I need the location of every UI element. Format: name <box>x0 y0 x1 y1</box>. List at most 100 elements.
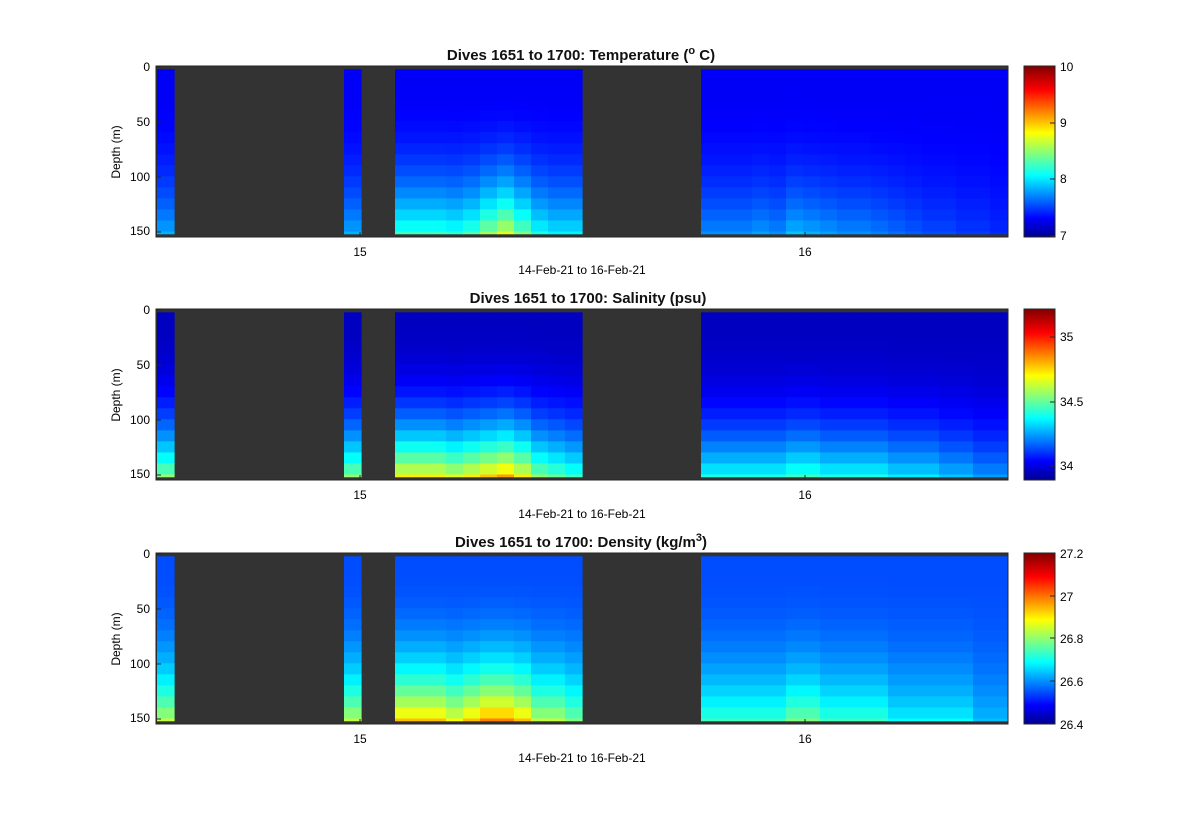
heatmap-cell <box>973 176 991 188</box>
heatmap-cell <box>837 619 855 631</box>
heatmap-cell <box>514 342 532 354</box>
heatmap-cell <box>769 154 787 166</box>
heatmap-cell <box>157 685 175 698</box>
heatmap-cell <box>854 419 872 431</box>
heatmap-cell <box>412 121 430 133</box>
heatmap-cell <box>888 176 906 188</box>
heatmap-cell <box>480 674 498 686</box>
heatmap-cell <box>888 463 906 476</box>
heatmap-cell <box>718 99 736 111</box>
chart-title: Dives 1651 to 1700: Temperature (o C) <box>447 45 715 64</box>
heatmap-cell <box>973 474 991 478</box>
heatmap-cell <box>497 386 515 398</box>
heatmap-cell <box>888 586 906 598</box>
heatmap-cell <box>871 430 889 442</box>
heatmap-cell <box>922 110 940 122</box>
heatmap-cell <box>344 375 362 387</box>
heatmap-cell <box>990 375 1008 387</box>
heatmap-cell <box>446 187 464 199</box>
heatmap-cell <box>531 463 549 476</box>
heatmap-cell <box>854 375 872 387</box>
heatmap-cell <box>429 718 447 722</box>
heatmap-cell <box>514 132 532 144</box>
heatmap-cell <box>769 452 787 465</box>
heatmap-cell <box>514 652 532 664</box>
heatmap-cell <box>956 132 974 144</box>
heatmap-cell <box>480 408 498 420</box>
heatmap-cell <box>990 430 1008 442</box>
heatmap-cell <box>531 452 549 465</box>
heatmap-cell <box>820 353 838 365</box>
heatmap-cell <box>939 707 957 720</box>
heatmap-cell <box>888 88 906 100</box>
heatmap-cell <box>429 575 447 587</box>
heatmap-cell <box>956 474 974 478</box>
colorbar-tick-label: 8 <box>1060 172 1067 186</box>
heatmap-cell <box>905 397 923 409</box>
heatmap-cell <box>803 198 821 211</box>
heatmap-cell <box>344 630 362 642</box>
heatmap-cell <box>565 69 583 78</box>
heatmap-cell <box>480 165 498 177</box>
heatmap-cell <box>752 165 770 177</box>
heatmap-cell <box>786 375 804 387</box>
heatmap-cell <box>548 564 566 576</box>
heatmap-cell <box>786 586 804 598</box>
heatmap-cell <box>531 556 549 565</box>
heatmap-cell <box>786 154 804 166</box>
heatmap-cell <box>871 353 889 365</box>
heatmap-cell <box>786 312 804 321</box>
heatmap-cell <box>803 630 821 642</box>
heatmap-cell <box>412 312 430 321</box>
heatmap-cell <box>888 132 906 144</box>
heatmap-cell <box>701 99 719 111</box>
heatmap-cell <box>718 69 736 78</box>
heatmap-cell <box>565 77 583 89</box>
heatmap-cell <box>786 342 804 354</box>
heatmap-cell <box>395 121 413 133</box>
heatmap-cell <box>429 198 447 211</box>
heatmap-cell <box>990 608 1008 620</box>
heatmap-cell <box>429 586 447 598</box>
heatmap-cell <box>429 419 447 431</box>
heatmap-cell <box>463 342 481 354</box>
heatmap-cell <box>854 397 872 409</box>
heatmap-cell <box>973 419 991 431</box>
heatmap-cell <box>973 364 991 376</box>
heatmap-cell <box>497 331 515 343</box>
heatmap-cell <box>956 441 974 454</box>
heatmap-cell <box>956 364 974 376</box>
heatmap-cell <box>446 77 464 89</box>
heatmap-cell <box>939 187 957 199</box>
heatmap-cell <box>463 353 481 365</box>
colorbar-gradient <box>1023 65 1056 238</box>
heatmap-cell <box>497 220 515 233</box>
heatmap-cell <box>786 575 804 587</box>
heatmap-cell <box>973 375 991 387</box>
heatmap-cell <box>854 342 872 354</box>
heatmap-cell <box>157 69 175 78</box>
heatmap-cell <box>803 220 821 233</box>
heatmap-cell <box>463 685 481 698</box>
heatmap-cell <box>718 121 736 133</box>
heatmap-cell <box>395 452 413 465</box>
heatmap-cell <box>905 619 923 631</box>
heatmap-cell <box>990 597 1008 609</box>
heatmap-cell <box>888 143 906 155</box>
heatmap-cell <box>718 342 736 354</box>
heatmap-cell <box>973 209 991 222</box>
heatmap-cell <box>565 586 583 598</box>
heatmap-cell <box>905 441 923 454</box>
heatmap-cell <box>888 165 906 177</box>
heatmap-cell <box>395 619 413 631</box>
heatmap-cell <box>752 88 770 100</box>
heatmap-cell <box>565 707 583 720</box>
heatmap-cell <box>905 353 923 365</box>
heatmap-cell <box>701 331 719 343</box>
heatmap-cell <box>497 209 515 222</box>
heatmap-cell <box>412 99 430 111</box>
heatmap-cell <box>905 331 923 343</box>
heatmap-cell <box>769 556 787 565</box>
heatmap-cell <box>480 386 498 398</box>
heatmap-cell <box>854 110 872 122</box>
